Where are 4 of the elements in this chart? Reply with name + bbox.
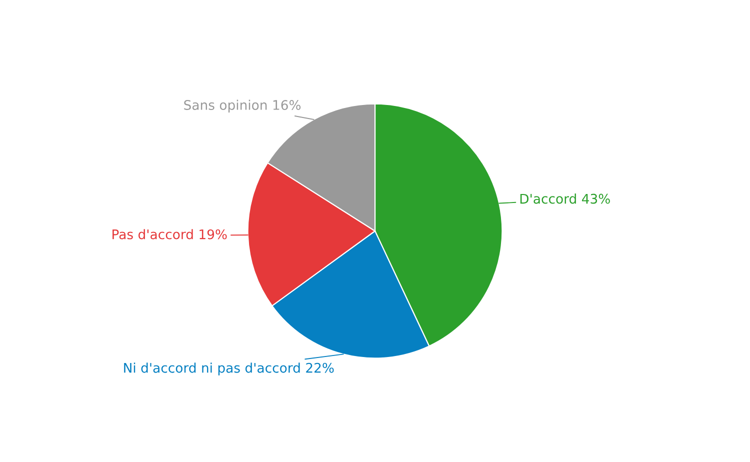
slice-label: Ni d'accord ni pas d'accord 22%	[124, 362, 334, 376]
slice-label: Pas d'accord 19%	[112, 229, 227, 240]
slice-label: Sans opinion 16%	[184, 100, 301, 113]
slice-label: D'accord 43%	[520, 194, 610, 204]
